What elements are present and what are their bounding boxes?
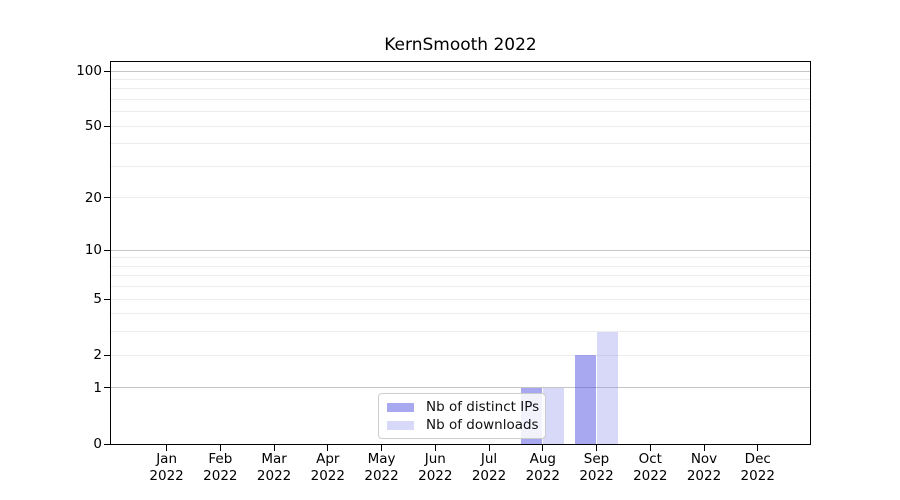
x-axis-tick-label-line: 2022 [633,468,668,484]
x-axis-tick-label-line: Jan [156,451,177,467]
x-axis-tick-mark [220,445,221,451]
x-axis-tick-mark [704,445,705,451]
x-axis-tick-label-line: Jun [424,451,446,467]
x-axis-tick-label-line: May [367,451,396,467]
y-axis-tick-mark [104,387,111,388]
x-axis-tick-label-line: 2022 [256,468,292,484]
gridline-minor [111,275,810,276]
x-axis-tick-label-line: 2022 [149,468,184,484]
gridline-minor [111,88,810,89]
y-axis-tick-label: 100 [76,63,102,80]
x-axis-tick-label-line: 2022 [471,468,507,484]
y-axis-tick-mark [104,355,111,356]
x-axis-tick-mark [166,445,167,451]
gridline-minor [111,257,810,258]
y-axis-tick-mark [104,299,111,300]
legend-label-downloads: Nb of downloads [426,417,539,433]
x-axis-tick-mark [650,445,651,451]
y-axis-tick-label: 10 [84,242,102,259]
x-axis-tick-label-line: Nov [690,451,718,467]
bar-nb-of-distinct-ips [575,355,597,444]
y-axis-tick-label: 20 [84,189,102,206]
gridline-minor [111,266,810,267]
x-axis-tick-label-line: Aug [529,451,556,467]
x-axis-tick-label: Feb 2022 [192,451,248,485]
x-axis-tick-label: Sep 2022 [569,451,625,485]
gridline-minor [111,299,810,300]
gridline-minor [111,79,810,80]
y-axis-tick-label: 5 [93,291,102,308]
y-axis-tick-mark [104,126,111,127]
gridline-minor [111,313,810,314]
x-axis-tick-label: Oct 2022 [622,451,678,485]
gridline-major [111,387,810,388]
gridline-minor [111,99,810,100]
gridline-minor [111,286,810,287]
gridline-minor [111,197,810,198]
x-axis-tick-label: Mar 2022 [246,451,302,485]
x-axis-tick-label-line: Dec [744,451,771,467]
x-axis-tick-label-line: Apr [316,451,340,467]
x-axis-tick-mark [542,445,543,451]
x-axis-tick-mark [381,445,382,451]
x-axis-tick-mark [757,445,758,451]
chart-title: KernSmooth 2022 [384,35,537,55]
plot-area [110,61,811,445]
x-axis-tick-label-line: 2022 [310,468,345,484]
y-axis-tick-label: 2 [93,347,102,364]
gridline-minor [111,331,810,332]
x-axis-tick-label-line: 2022 [740,468,775,484]
x-axis-tick-label-line: 2022 [686,468,722,484]
y-axis-tick-mark [104,444,111,445]
x-axis-tick-label: May 2022 [354,451,410,485]
gridline-minor [111,111,810,112]
gridline-minor [111,126,810,127]
y-axis-tick-label: 50 [84,118,102,135]
x-axis-tick-label-line: Jul [480,451,498,467]
y-axis-tick-mark [104,250,111,251]
x-axis-tick-mark [596,445,597,451]
y-axis-tick-mark [104,71,111,72]
x-axis-tick-mark [327,445,328,451]
legend-swatch-distinct-ips [387,402,414,412]
y-axis-tick-mark [104,197,111,198]
gridline-major [111,71,810,72]
legend-swatch-downloads [387,420,414,430]
x-axis-tick-label-line: 2022 [418,468,453,484]
x-axis-tick-mark [435,445,436,451]
bar-nb-of-downloads [597,331,619,444]
x-axis-tick-label-line: 2022 [579,468,614,484]
x-axis-tick-label-line: Sep [583,451,610,467]
gridline-minor [111,166,810,167]
x-axis-tick-mark [274,445,275,451]
x-axis-tick-label: Aug 2022 [515,451,571,485]
y-axis-tick-label: 1 [93,379,102,396]
legend-item-downloads: Nb of downloads [387,416,539,434]
x-axis-tick-label-line: Feb [208,451,233,467]
gridline-minor [111,143,810,144]
legend-item-distinct-ips: Nb of distinct IPs [387,398,540,416]
x-axis-tick-label-line: 2022 [364,468,399,484]
legend-label-distinct-ips: Nb of distinct IPs [426,399,540,415]
gridline-major [111,250,810,251]
x-axis-tick-label-line: Oct [638,451,662,467]
x-axis-tick-label-line: Mar [261,451,287,467]
x-axis-tick-label: Jun 2022 [407,451,463,485]
x-axis-tick-label-line: 2022 [203,468,238,484]
legend: Nb of distinct IPs Nb of downloads [378,393,546,439]
x-axis-tick-label: Apr 2022 [300,451,356,485]
x-axis-tick-label: Dec 2022 [730,451,786,485]
x-axis-tick-label-line: 2022 [525,468,560,484]
x-axis-tick-label: Jan 2022 [139,451,195,485]
y-axis-tick-label: 0 [93,436,102,452]
gridline-minor [111,355,810,356]
bar-nb-of-downloads [543,387,565,444]
x-axis-tick-label: Jul 2022 [461,451,517,485]
x-axis-tick-mark [489,445,490,451]
x-axis-tick-label: Nov 2022 [676,451,732,485]
